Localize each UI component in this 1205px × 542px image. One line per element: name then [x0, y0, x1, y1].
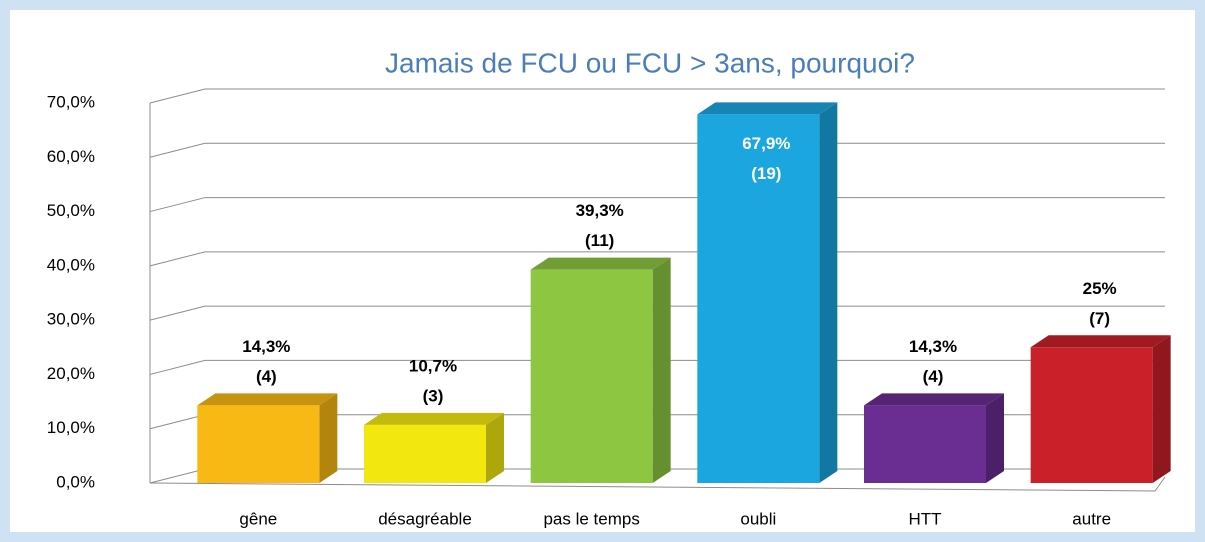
chart-title: Jamais de FCU ou FCU > 3ans, pourquoi? — [385, 47, 915, 78]
grid-line — [149, 305, 1165, 321]
y-tick-label: 10,0% — [47, 418, 95, 437]
chart: Jamais de FCU ou FCU > 3ans, pourquoi? 0… — [47, 47, 1171, 528]
value-label: 39,3% — [576, 201, 624, 220]
count-label: (4) — [256, 367, 277, 386]
grid-line — [149, 359, 1165, 375]
count-label: (4) — [923, 367, 944, 386]
y-tick-label: 50,0% — [47, 201, 95, 220]
bar-side — [1152, 335, 1171, 483]
value-label: 14,3% — [909, 337, 957, 356]
x-tick-label: oubli — [740, 509, 776, 528]
bar — [197, 405, 320, 483]
value-label: 67,9% — [742, 134, 790, 153]
floor — [149, 476, 1166, 492]
bar — [364, 424, 486, 483]
count-label: (7) — [1089, 309, 1110, 328]
bar-top — [864, 393, 1004, 406]
bar-top — [197, 393, 338, 406]
bar-side — [652, 257, 671, 483]
grid-line — [149, 197, 1165, 213]
bar-side — [486, 412, 504, 483]
bar-top — [364, 412, 504, 425]
x-tick-label: désagréable — [378, 509, 472, 528]
bar-side — [986, 393, 1004, 483]
value-label: 14,3% — [242, 337, 290, 356]
y-tick-label: 30,0% — [47, 310, 95, 329]
grid-line — [149, 88, 1165, 104]
y-tick-label: 20,0% — [47, 364, 95, 383]
count-label: (19) — [751, 164, 781, 183]
value-label: 25% — [1083, 279, 1117, 298]
bar-top — [697, 102, 838, 115]
x-tick-label: pas le temps — [543, 509, 639, 528]
bar — [530, 269, 653, 483]
grid-line — [149, 251, 1165, 267]
bar-side — [319, 393, 338, 483]
bar — [864, 405, 986, 483]
bar-top — [530, 257, 671, 270]
y-tick-label: 70,0% — [47, 92, 95, 111]
bar — [1030, 347, 1153, 483]
bar-top — [1030, 335, 1171, 348]
y-tick-label: 60,0% — [47, 147, 95, 166]
grid-line — [149, 142, 1165, 158]
bar — [697, 114, 820, 484]
y-tick-label: 40,0% — [47, 255, 95, 274]
count-label: (3) — [423, 386, 444, 405]
x-tick-label: gêne — [239, 509, 277, 528]
value-label: 10,7% — [409, 356, 457, 375]
x-tick-label: autre — [1072, 509, 1111, 528]
y-tick-label: 0,0% — [56, 472, 95, 491]
x-tick-label: HTT — [908, 509, 941, 528]
count-label: (11) — [585, 231, 614, 250]
bar-side — [819, 102, 838, 484]
